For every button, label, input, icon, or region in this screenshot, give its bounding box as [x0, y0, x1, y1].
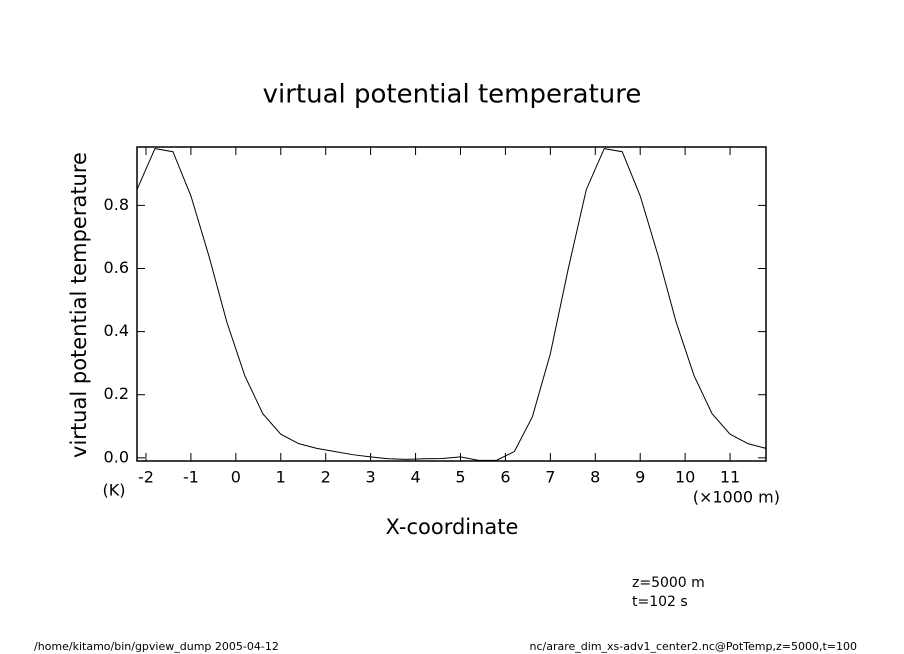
x-tick-label: 6 [500, 468, 510, 487]
y-axis-label: virtual potential temperature [67, 152, 91, 458]
y-tick-label: 0.6 [104, 258, 129, 277]
chart-title: virtual potential temperature [263, 80, 642, 110]
x-tick-label: 1 [276, 468, 286, 487]
plot-frame [136, 146, 767, 462]
annotation: t=102 s [632, 594, 688, 610]
x-tick-label: 3 [366, 468, 376, 487]
data-line [136, 148, 767, 461]
x-tick-label: 10 [675, 468, 695, 487]
x-tick-label: 7 [545, 468, 555, 487]
x-tick-label: 9 [635, 468, 645, 487]
annotation: z=5000 m [632, 575, 705, 591]
x-tick-label: 11 [720, 468, 740, 487]
x-tick-label: 2 [321, 468, 331, 487]
x-tick-label: 8 [590, 468, 600, 487]
footer-right: nc/arare_dim_xs-adv1_center2.nc@PotTemp,… [530, 640, 857, 653]
x-tick-label: 4 [410, 468, 420, 487]
x-tick-label: 5 [455, 468, 465, 487]
footer-left: /home/kitamo/bin/gpview_dump 2005-04-12 [34, 640, 279, 653]
x-unit: (×1000 m) [693, 488, 780, 507]
x-axis-label: X-coordinate [386, 515, 519, 539]
y-tick-label: 0.4 [104, 321, 129, 340]
x-tick-label: -2 [138, 468, 154, 487]
x-tick-label: -1 [183, 468, 199, 487]
y-tick-label: 0.8 [104, 195, 129, 214]
y-tick-label: 0.0 [104, 447, 129, 466]
y-unit: (K) [103, 481, 126, 500]
y-tick-label: 0.2 [104, 384, 129, 403]
x-tick-label: 0 [231, 468, 241, 487]
